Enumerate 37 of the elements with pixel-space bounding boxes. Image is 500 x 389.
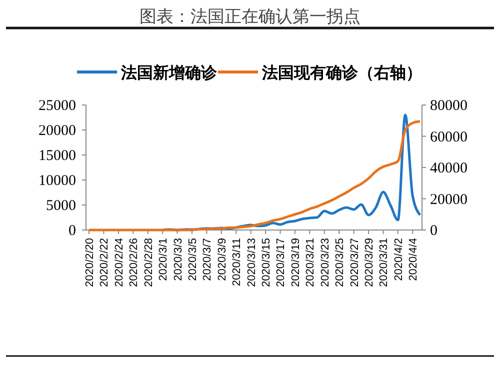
chart-title: 图表：法国正在确认第一拐点 <box>140 7 360 26</box>
x-tick-label: 2020/2/20 <box>84 238 96 287</box>
x-tick-label: 2020/3/19 <box>290 238 302 287</box>
y2-tick-label: 20000 <box>430 192 468 208</box>
x-tick-label: 2020/3/31 <box>378 238 390 287</box>
x-tick-label: 2020/2/24 <box>113 238 126 287</box>
x-tick-label: 2020/3/17 <box>275 238 288 287</box>
x-tick-label: 2020/3/25 <box>334 238 346 287</box>
y2-tick-label: 60000 <box>430 129 468 146</box>
x-tick-label: 2020/3/13 <box>246 238 258 287</box>
y-tick-label: 15000 <box>38 148 76 164</box>
y-tick-label: 20000 <box>38 123 76 139</box>
x-tick-label: 2020/3/7 <box>202 238 214 281</box>
x-tick-label: 2020/4/2 <box>392 238 405 281</box>
x-tick-label: 2020/3/3 <box>172 238 184 281</box>
x-tick-label: 2020/3/15 <box>260 238 273 287</box>
x-tick-label: 2020/3/27 <box>348 238 361 287</box>
x-tick-label: 2020/2/28 <box>142 238 155 287</box>
x-tick-label: 2020/3/21 <box>304 238 317 287</box>
x-tick-label: 2020/3/11 <box>231 238 244 286</box>
x-tick-label: 2020/3/23 <box>319 238 332 287</box>
x-tick-label: 2020/3/9 <box>216 238 228 281</box>
x-tick-label: 2020/4/4 <box>408 238 420 281</box>
x-tick-label: 2020/3/1 <box>158 238 170 281</box>
y-tick-label: 10000 <box>38 173 76 189</box>
y-tick-label: 25000 <box>38 98 76 114</box>
y2-tick-label: 80000 <box>430 98 468 114</box>
legend-label: 法国现有确诊（右轴） <box>261 64 422 82</box>
y2-tick-label: 40000 <box>430 160 468 176</box>
legend-label: 法国新增确诊 <box>120 64 218 82</box>
y2-tick-label: 0 <box>430 223 438 239</box>
y-tick-label: 5000 <box>46 198 76 214</box>
x-tick-label: 2020/3/29 <box>364 238 376 287</box>
x-tick-label: 2020/3/5 <box>186 238 199 281</box>
y-tick-label: 0 <box>68 223 76 239</box>
x-tick-label: 2020/2/22 <box>98 238 111 287</box>
x-tick-label: 2020/2/26 <box>128 238 140 287</box>
